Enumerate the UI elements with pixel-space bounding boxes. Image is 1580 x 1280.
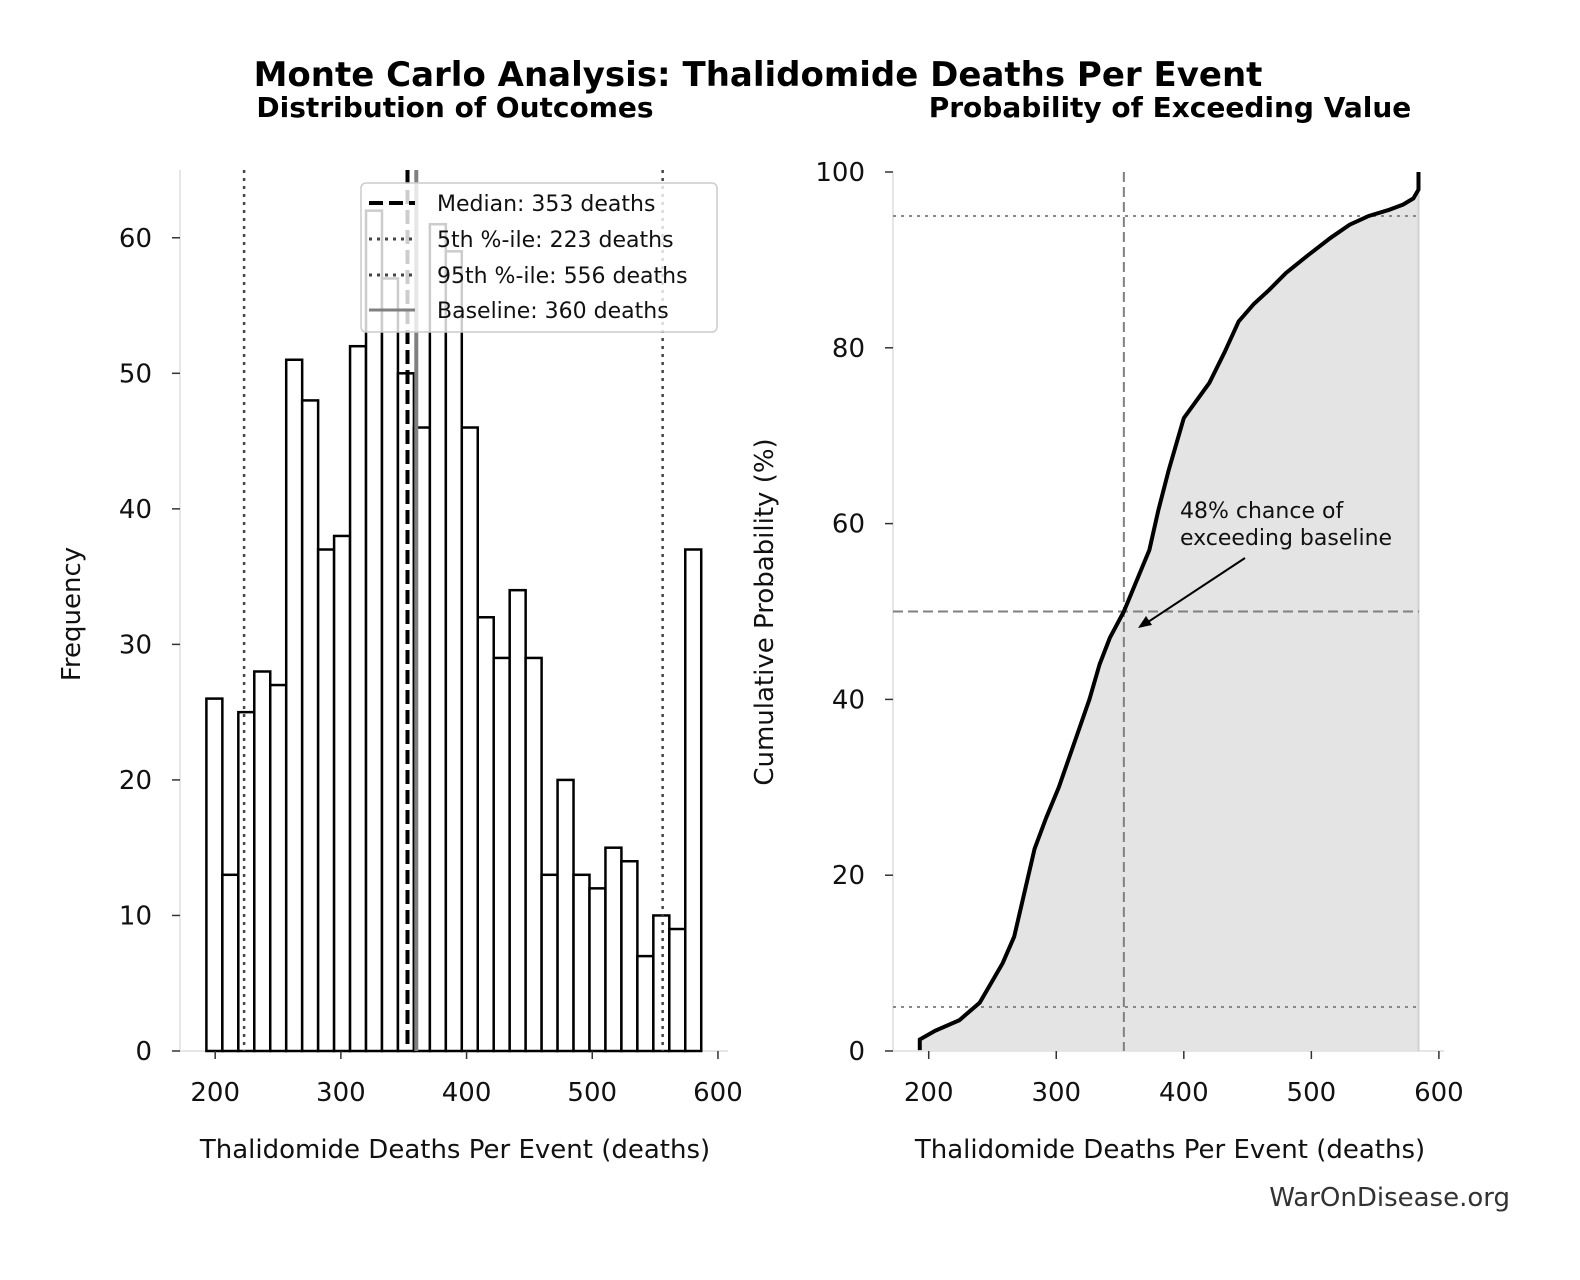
left-y-axis-label: Frequency	[57, 547, 87, 681]
annotation-line-1: 48% chance of	[1180, 499, 1344, 524]
x-tick-label: 400	[1159, 1078, 1209, 1108]
y-tick-label: 20	[119, 766, 152, 796]
right-y-axis-label: Cumulative Probability (%)	[750, 438, 780, 785]
left-subtitle: Distribution of Outcomes	[256, 91, 653, 124]
y-tick-label: 0	[848, 1037, 865, 1067]
annotation-arrow	[1141, 557, 1246, 627]
histogram-bar	[460, 426, 480, 1053]
histogram-bar	[604, 846, 623, 1053]
x-tick-label: 400	[442, 1078, 492, 1108]
histogram-bar	[237, 710, 256, 1053]
histogram-bar	[588, 887, 607, 1053]
histogram-bar	[508, 588, 527, 1053]
histogram-bar	[221, 873, 240, 1053]
histogram-bar	[556, 778, 575, 1053]
y-tick-label: 10	[119, 901, 152, 931]
legend-box	[360, 182, 718, 333]
y-tick-label: 100	[815, 158, 865, 188]
x-tick-label: 600	[1414, 1078, 1464, 1108]
y-tick-label: 80	[832, 334, 865, 364]
y-tick-label: 30	[119, 630, 152, 660]
legend-baseline-label: Baseline: 360 deaths	[437, 299, 669, 324]
histogram-bar	[684, 548, 703, 1053]
cdf-line	[917, 172, 1421, 1051]
histogram-bar	[540, 873, 559, 1053]
legend: Median: 353 deaths 5th %-ile: 223 deaths…	[360, 182, 718, 333]
y-tick-label: 20	[832, 861, 865, 891]
annotation-line-2: exceeding baseline	[1180, 526, 1392, 551]
figure-title: Monte Carlo Analysis: Thalidomide Deaths…	[254, 55, 1263, 95]
right-x-axis-label: Thalidomide Deaths Per Event (deaths)	[914, 1135, 1425, 1165]
histogram-bar	[668, 927, 687, 1053]
histogram-bar	[205, 697, 224, 1053]
x-tick-label: 600	[693, 1078, 743, 1108]
histogram-bar	[476, 616, 495, 1053]
x-tick-label: 200	[904, 1078, 954, 1108]
histogram-bar	[652, 914, 671, 1053]
histogram-bar	[316, 548, 336, 1053]
y-tick-label: 0	[135, 1037, 152, 1067]
histogram-bar	[524, 656, 543, 1053]
y-tick-label: 60	[832, 510, 865, 540]
histogram-panel: 200 300 400 500 600 0 10 20 30 40 50 60	[119, 170, 743, 1108]
x-tick-label: 500	[567, 1078, 617, 1108]
histogram-bar	[380, 277, 400, 1053]
y-tick-label: 50	[119, 359, 152, 389]
x-tick-label: 200	[190, 1078, 240, 1108]
right-subtitle: Probability of Exceeding Value	[929, 91, 1412, 124]
histogram-bar	[348, 344, 368, 1053]
y-tick-label: 60	[119, 224, 152, 254]
histogram-bar	[636, 954, 655, 1053]
y-tick-label: 40	[119, 495, 152, 525]
histogram-bar	[428, 222, 448, 1053]
watermark: WarOnDisease.org	[1269, 1183, 1510, 1213]
legend-p5-label: 5th %-ile: 223 deaths	[437, 228, 674, 253]
histogram-bar	[444, 250, 464, 1053]
histogram-bar	[492, 656, 511, 1053]
histogram-bar	[284, 358, 304, 1053]
histogram-bar	[572, 873, 591, 1053]
histogram-bar	[300, 399, 320, 1053]
legend-p95-label: 95th %-ile: 556 deaths	[437, 264, 688, 289]
legend-median-label: Median: 353 deaths	[437, 192, 655, 217]
annotation-arrowhead	[1138, 616, 1152, 628]
histogram-bar	[332, 534, 352, 1053]
x-tick-label: 300	[316, 1078, 366, 1108]
x-tick-label: 300	[1031, 1078, 1081, 1108]
left-x-axis-label: Thalidomide Deaths Per Event (deaths)	[199, 1135, 710, 1165]
histogram-bar	[253, 670, 272, 1053]
x-tick-label: 500	[1287, 1078, 1337, 1108]
y-tick-label: 40	[832, 685, 865, 715]
histogram-bar	[620, 859, 639, 1053]
cdf-panel: 200 300 400 500 600 0 20 40 60 80 100	[815, 158, 1463, 1108]
histogram-bar	[268, 683, 288, 1053]
histogram-bar	[364, 209, 384, 1053]
